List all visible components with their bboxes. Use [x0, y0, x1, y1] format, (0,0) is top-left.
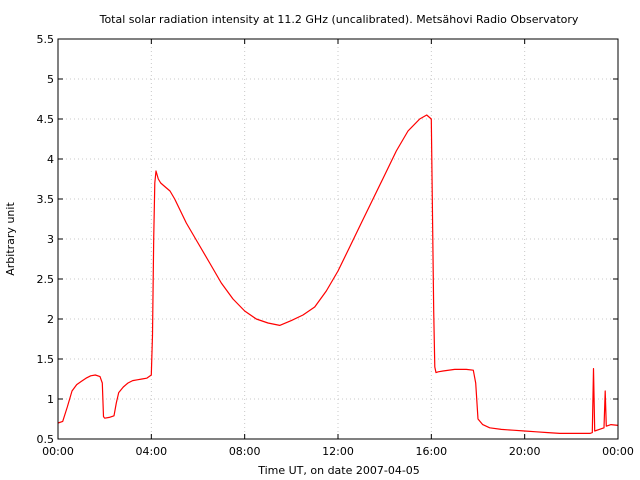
series-layer [57, 114, 619, 434]
x-tick-label: 00:00 [42, 445, 74, 458]
x-tick-label: 08:00 [229, 445, 261, 458]
axis-ticks: 00:00 04:00 08:00 12:00 16:00 20:00 00:000.511… [37, 33, 634, 458]
y-axis-label: Arbitrary unit [4, 202, 17, 276]
y-tick-label: 4 [47, 153, 54, 166]
y-tick-label: 5 [47, 73, 54, 86]
y-tick-label: 5.5 [37, 33, 55, 46]
x-axis-label: Time UT, on date 2007-04-05 [257, 464, 420, 477]
y-tick-label: 1.5 [37, 353, 55, 366]
x-tick-label: 12:00 [322, 445, 354, 458]
x-tick-label: 20:00 [509, 445, 541, 458]
x-tick-label: 04:00 [135, 445, 167, 458]
grid-lines [58, 39, 618, 439]
plot-frame [57, 38, 619, 440]
x-tick-label: 00:00 [602, 445, 634, 458]
y-tick-label: 3.5 [37, 193, 55, 206]
series-line [57, 114, 619, 434]
y-tick-label: 1 [47, 393, 54, 406]
x-tick-label: 16:00 [415, 445, 447, 458]
y-tick-label: 2 [47, 313, 54, 326]
chart-title: Total solar radiation intensity at 11.2 … [99, 13, 579, 26]
y-tick-label: 2.5 [37, 273, 55, 286]
y-tick-label: 4.5 [37, 113, 55, 126]
y-tick-label: 0.5 [37, 433, 55, 446]
y-tick-label: 3 [47, 233, 54, 246]
